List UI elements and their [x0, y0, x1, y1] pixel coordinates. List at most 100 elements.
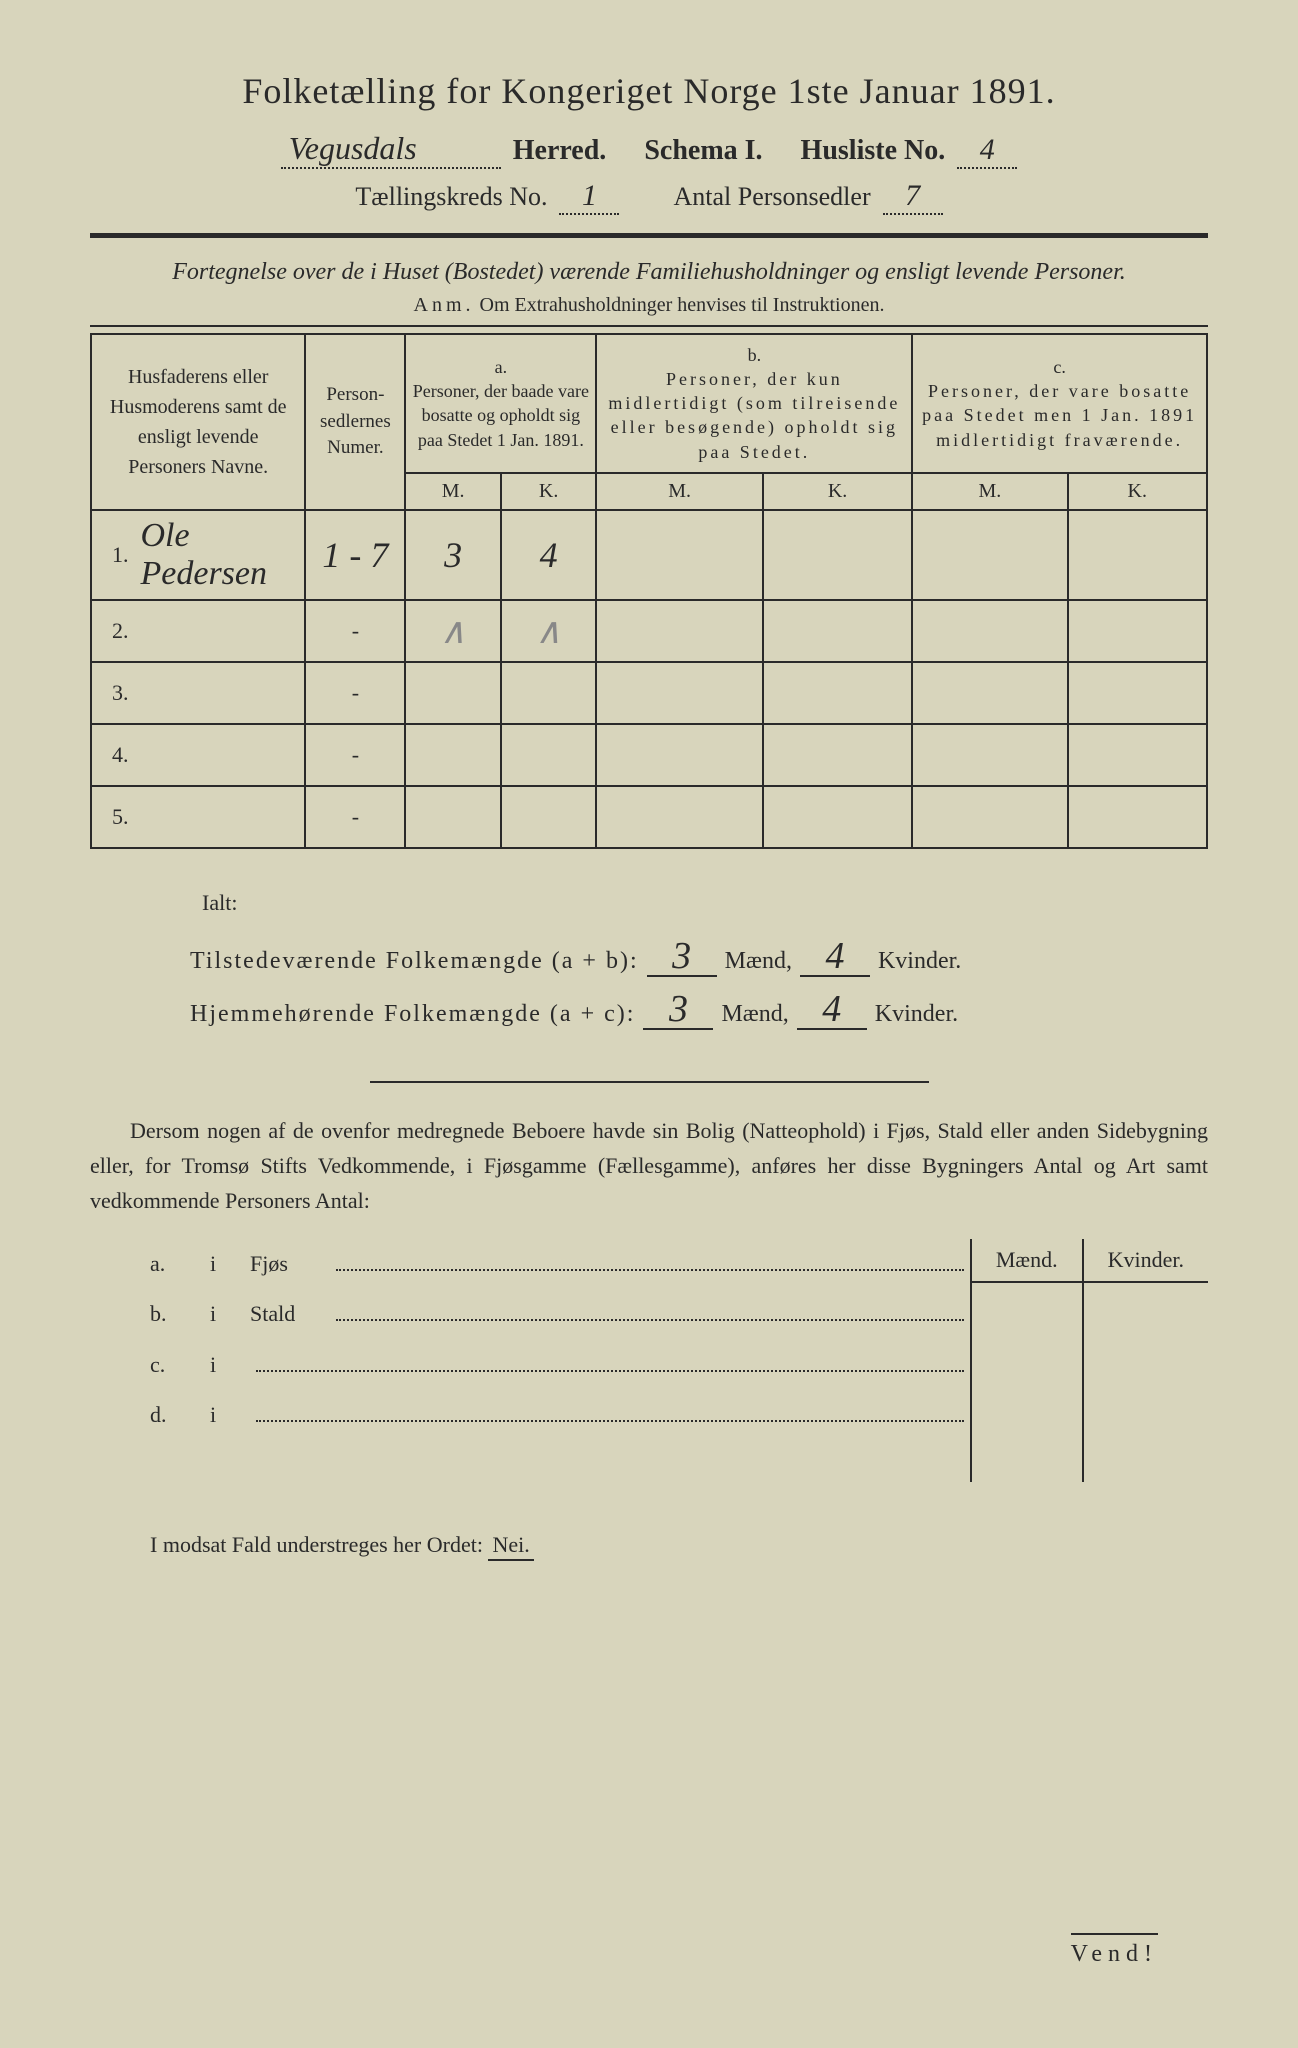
- col-b-m: M.: [596, 473, 762, 510]
- kvinder-label: Kvinder.: [878, 935, 961, 988]
- subtitle: Fortegnelse over de i Huset (Bostedet) v…: [90, 256, 1208, 290]
- row-num: 3.: [91, 662, 137, 724]
- stald-label: Stald: [250, 1289, 330, 1340]
- row-name: [137, 786, 306, 848]
- row-name: [137, 724, 306, 786]
- cell-a-k: ∧: [501, 600, 596, 662]
- label-i: i: [210, 1390, 250, 1441]
- mk-table: Mænd. Kvinder.: [972, 1239, 1208, 1482]
- col-c-k: K.: [1068, 473, 1207, 510]
- cell-c-m: [912, 786, 1067, 848]
- fjos-label: Fjøs: [250, 1239, 330, 1290]
- footer-line: I modsat Fald understreges her Ordet: Ne…: [90, 1532, 1208, 1558]
- col-numer: Person­sedler­nes Numer.: [305, 334, 405, 510]
- maend-header: Mænd.: [972, 1239, 1083, 1282]
- row-numer: -: [305, 786, 405, 848]
- totals-line-2: Hjemmehørende Folkemængde (a + c): 3 Mæn…: [190, 988, 1208, 1041]
- col-a-label: a.: [412, 355, 589, 379]
- col-b-text: Personer, der kun midlertidigt (som tilr…: [603, 367, 905, 464]
- table-row: 3. -: [91, 662, 1207, 724]
- cell-b-m: [596, 510, 762, 600]
- cell-b-k: [763, 510, 912, 600]
- divider: [370, 1081, 929, 1083]
- cell-c-m: [912, 510, 1067, 600]
- kreds-value: 1: [559, 179, 619, 215]
- header-row-1: Vegusdals Herred. Schema I. Husliste No.…: [90, 130, 1208, 169]
- divider: [90, 233, 1208, 238]
- anm-label: Anm.: [414, 294, 475, 316]
- dwelling-row-a: a. i Fjøs: [150, 1239, 970, 1290]
- row-numer: -: [305, 600, 405, 662]
- row-name: Ole Pedersen: [137, 510, 306, 600]
- cell-a-k: 4: [501, 510, 596, 600]
- maend-cell: [972, 1282, 1083, 1482]
- label-i: i: [210, 1239, 250, 1290]
- table-row: 2. - ∧ ∧: [91, 600, 1207, 662]
- main-table: Husfaderens eller Husmoderens samt de en…: [90, 333, 1208, 849]
- col-b-label: b.: [603, 343, 905, 367]
- col-a: a. Personer, der baade vare bosatte og o…: [405, 334, 596, 473]
- dwelling-row-b: b. i Stald: [150, 1289, 970, 1340]
- dots: [336, 1319, 964, 1321]
- dots: [256, 1420, 964, 1422]
- anm-line: Anm. Om Extrahusholdninger henvises til …: [90, 294, 1208, 317]
- antal-label: Antal Personsedler: [673, 182, 870, 212]
- row-numer: 1 - 7: [305, 510, 405, 600]
- hjemme-m: 3: [643, 990, 713, 1030]
- cell-b-m: [596, 724, 762, 786]
- cell-c-m: [912, 600, 1067, 662]
- cell-c-k: [1068, 786, 1207, 848]
- dwelling-row-c: c. i: [150, 1340, 970, 1391]
- subtitle-text: Fortegnelse over de i Huset (Bostedet) v…: [172, 259, 1126, 285]
- row-num: 5.: [91, 786, 137, 848]
- cell-a-m: 3: [405, 510, 500, 600]
- col-c-text: Personer, der vare bosatte paa Stedet me…: [919, 379, 1200, 452]
- col-names: Husfaderens eller Husmoderens samt de en…: [91, 334, 305, 510]
- row-name: [137, 662, 306, 724]
- cell-a-m: [405, 724, 500, 786]
- cell-b-m: [596, 786, 762, 848]
- tilstede-label: Tilstedeværende Folkemængde (a + b):: [190, 935, 639, 988]
- header-row-2: Tællingskreds No. 1 Antal Personsedler 7: [90, 179, 1208, 215]
- row-num: 4.: [91, 724, 137, 786]
- dwelling-row-d: d. i: [150, 1390, 970, 1441]
- dwelling-left: a. i Fjøs b. i Stald c. i d. i: [90, 1239, 970, 1482]
- col-c-label: c.: [919, 355, 1200, 379]
- kvinder-header: Kvinder.: [1083, 1239, 1208, 1282]
- census-form: Folketælling for Kongeriget Norge 1ste J…: [90, 70, 1208, 1558]
- col-a-m: M.: [405, 473, 500, 510]
- col-a-text: Personer, der baade vare bosatte og opho…: [412, 379, 589, 452]
- dwelling-section: a. i Fjøs b. i Stald c. i d. i: [90, 1239, 1208, 1482]
- col-b-k: K.: [763, 473, 912, 510]
- tilstede-m: 3: [647, 937, 717, 977]
- nei-word: Nei.: [488, 1532, 533, 1561]
- cell-a-k: [501, 724, 596, 786]
- footer-text: I modsat Fald understreges her Ordet:: [150, 1532, 483, 1557]
- cell-c-k: [1068, 510, 1207, 600]
- col-b: b. Personer, der kun midlertidigt (som t…: [596, 334, 912, 473]
- row-num: 1.: [91, 510, 137, 600]
- cell-a-m: ∧: [405, 600, 500, 662]
- label-a: a.: [150, 1239, 210, 1290]
- schema-label: Schema I.: [644, 135, 762, 167]
- husliste-label: Husliste No.: [801, 135, 946, 167]
- col-a-k: K.: [501, 473, 596, 510]
- table-row: 1. Ole Pedersen 1 - 7 3 4: [91, 510, 1207, 600]
- row-numer: -: [305, 724, 405, 786]
- cell-c-k: [1068, 600, 1207, 662]
- antal-value: 7: [883, 179, 943, 215]
- label-i: i: [210, 1289, 250, 1340]
- cell-a-k: [501, 786, 596, 848]
- cell-c-m: [912, 724, 1067, 786]
- cell-a-m: [405, 786, 500, 848]
- row-name: [137, 600, 306, 662]
- kvinder-label: Kvinder.: [875, 988, 958, 1041]
- cell-b-k: [763, 600, 912, 662]
- husliste-value: 4: [957, 133, 1017, 169]
- herred-label: Herred.: [513, 135, 607, 167]
- cell-b-m: [596, 600, 762, 662]
- dots: [336, 1269, 964, 1271]
- col-names-text: Husfaderens eller Husmoderens samt de en…: [110, 366, 287, 478]
- page-title: Folketælling for Kongeriget Norge 1ste J…: [90, 70, 1208, 112]
- cell-c-k: [1068, 662, 1207, 724]
